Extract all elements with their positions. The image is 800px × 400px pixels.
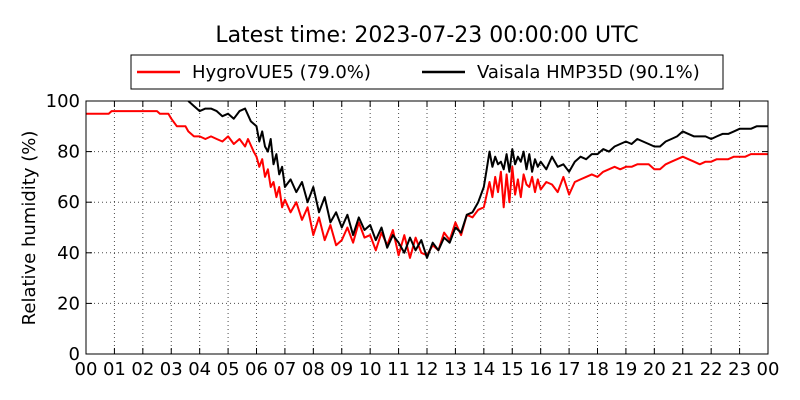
x-tick-label: 15 <box>501 359 524 380</box>
series-line-hygrovue5 <box>86 110 768 259</box>
x-tick-label: 18 <box>586 359 609 380</box>
x-tick-label: 19 <box>614 359 637 380</box>
chart-title: Latest time: 2023-07-23 00:00:00 UTC <box>215 23 638 48</box>
x-tick-label: 10 <box>359 359 382 380</box>
x-tick-label: 06 <box>245 359 268 380</box>
x-tick-label: 09 <box>330 359 353 380</box>
x-tick-label: 13 <box>444 359 467 380</box>
y-tick-label: 80 <box>57 142 80 163</box>
x-tick-label: 00 <box>757 359 780 380</box>
x-tick-label: 12 <box>416 359 439 380</box>
x-tick-label: 04 <box>188 359 211 380</box>
ticks: 00 01 02 03 04 05 06 07 08 09 10 11 12 13 14 15 16 17 18 19… <box>46 91 780 380</box>
x-tick-label: 11 <box>387 359 410 380</box>
legend: HygroVUE5 (79.0%) Vaisala HMP35D (90.1%) <box>130 54 724 90</box>
x-tick-label: 14 <box>472 359 495 380</box>
x-tick-label: 08 <box>302 359 325 380</box>
x-tick-label: 01 <box>103 359 126 380</box>
x-tick-label: 22 <box>700 359 723 380</box>
legend-label-hygrovue5: HygroVUE5 (79.0%) <box>192 62 371 83</box>
x-tick-label: 02 <box>131 359 154 380</box>
y-tick-label: 60 <box>57 192 80 213</box>
x-tick-label: 16 <box>529 359 552 380</box>
series-layer <box>86 101 768 259</box>
y-tick-label: 100 <box>46 91 80 112</box>
x-tick-label: 07 <box>273 359 296 380</box>
y-axis-label: Relative humidity (%) <box>19 131 40 326</box>
x-tick-label: 05 <box>217 359 240 380</box>
x-tick-label: 23 <box>728 359 751 380</box>
y-tick-label: 40 <box>57 243 80 264</box>
x-tick-label: 21 <box>671 359 694 380</box>
x-tick-label: 00 <box>75 359 98 380</box>
y-tick-label: 20 <box>57 293 80 314</box>
legend-label-vaisala: Vaisala HMP35D (90.1%) <box>477 62 700 83</box>
x-tick-label: 20 <box>643 359 666 380</box>
x-tick-label: 17 <box>558 359 581 380</box>
x-tick-label: 03 <box>160 359 183 380</box>
y-tick-label: 0 <box>69 344 80 365</box>
grid <box>86 101 768 354</box>
series-line-vaisala <box>187 101 768 259</box>
plot-frame <box>85 100 769 355</box>
